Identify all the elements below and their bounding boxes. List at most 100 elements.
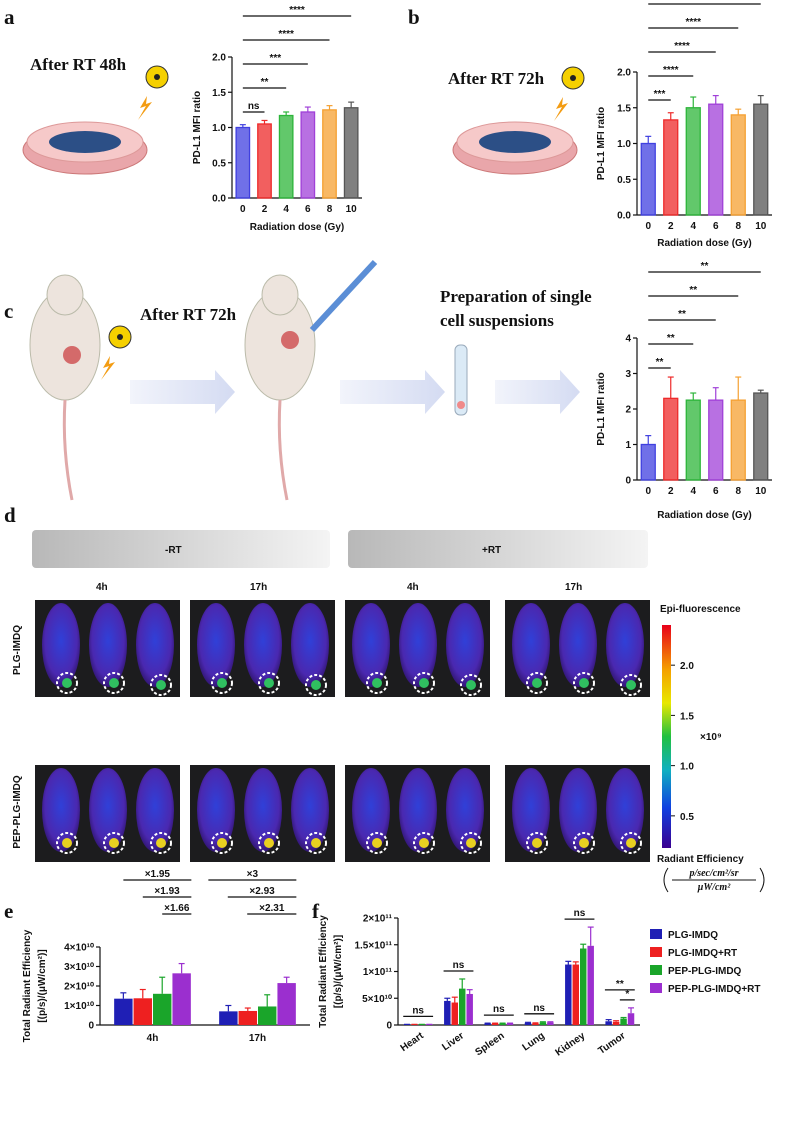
tumor-roi (526, 832, 548, 854)
tumor-hotspot (264, 838, 274, 848)
x-tick-label: Kidney (554, 1030, 588, 1058)
significance-label: ns (412, 1005, 424, 1016)
bar (484, 1023, 491, 1025)
colorbar-label: Radiant Efficiency (657, 854, 744, 865)
bar (278, 114, 294, 199)
x-tick-label: 0 (240, 204, 246, 215)
tumor-roi (573, 672, 595, 694)
significance-label: ×3 (247, 869, 259, 880)
tumor-roi (620, 674, 642, 696)
bar (587, 945, 594, 1025)
bar (627, 1013, 635, 1025)
x-tick-label: Liver (440, 1030, 466, 1053)
significance-label: ** (656, 357, 664, 368)
bar (235, 126, 251, 199)
tumor-hotspot (217, 678, 227, 688)
tumor-roi (103, 832, 125, 854)
bar (114, 998, 133, 1025)
mouse-signal (244, 768, 282, 852)
tumor-hotspot (156, 680, 166, 690)
x-tick-label: 4h (147, 1033, 159, 1044)
unit-numerator: p/sec/cm²/sr (688, 868, 738, 879)
tumor-hotspot (419, 838, 429, 848)
colorbar-multiplier: ×10⁹ (700, 732, 722, 743)
tumor-hotspot (466, 680, 476, 690)
tumor-roi (56, 672, 78, 694)
y-tick-label: 0.5 (212, 158, 226, 169)
y-tick-label: 0 (88, 1021, 94, 1032)
mouse-signal (559, 603, 597, 687)
bar (640, 142, 656, 216)
bar (257, 123, 272, 199)
significance-label: **** (663, 65, 679, 76)
mouse-signal (446, 768, 484, 852)
paren (663, 867, 669, 893)
mouse-signal (512, 768, 550, 852)
bar (444, 1000, 451, 1025)
tumor-roi (526, 672, 548, 694)
caption: cell suspensions (440, 311, 554, 330)
y-tick-label: 1×10¹¹ (363, 967, 393, 978)
colorbar (662, 625, 671, 848)
x-tick-label: 8 (735, 221, 741, 232)
y-tick-label: 1.0 (617, 139, 631, 150)
y-axis-title: PD-L1 MFI ratio (596, 372, 607, 445)
mouse-signal (42, 768, 80, 852)
bar (524, 1022, 532, 1025)
x-tick-label: 10 (755, 221, 767, 232)
legend-label: PLG-IMDQ+RT (668, 948, 737, 959)
tumor-hotspot (62, 678, 72, 688)
x-tick-label: Lung (521, 1030, 547, 1053)
bar (343, 107, 359, 199)
panel-label: e (4, 899, 13, 923)
caption: After RT 72h (140, 305, 237, 324)
y-axis-title: Total Radiant Efficiency (318, 915, 329, 1028)
mouse-signal (197, 768, 235, 852)
y-axis-title: PD-L1 MFI ratio (596, 107, 607, 180)
tumor-roi (460, 674, 482, 696)
time-label: 4h (407, 582, 419, 593)
significance-label: ×1.93 (154, 886, 180, 897)
significance-label: ** (667, 333, 675, 344)
tumor-hotspot (626, 680, 636, 690)
mouse-signal (244, 603, 282, 687)
legend-swatch (650, 965, 662, 975)
tumor-hotspot (109, 678, 119, 688)
tumor-roi (573, 832, 595, 854)
colorbar-tick-label: 0.5 (680, 812, 694, 823)
mouse-signal (291, 603, 329, 687)
tumor-hotspot (264, 678, 274, 688)
condition-header (348, 530, 648, 568)
tumor-hotspot (372, 838, 382, 848)
tumor-hotspot (532, 678, 542, 688)
y-tick-label: 0.0 (212, 194, 226, 205)
bar (663, 397, 679, 481)
unit-denominator: μW/cm² (697, 882, 731, 893)
mouse-signal (559, 768, 597, 852)
mouse-signal (42, 603, 80, 687)
significance-label: **** (278, 29, 294, 40)
tumor-hotspot (579, 838, 589, 848)
y-tick-label: 0.0 (617, 211, 631, 222)
x-tick-label: 0 (645, 221, 651, 232)
significance-label: *** (269, 53, 281, 64)
y-tick-label: 1.0 (212, 123, 226, 134)
time-label: 17h (250, 582, 267, 593)
bar (565, 964, 572, 1025)
y-tick-label: 5×10¹⁰ (362, 994, 392, 1005)
bar (491, 1023, 499, 1025)
panel-label: b (408, 5, 420, 29)
significance-label: ×1.95 (145, 869, 171, 880)
bar (605, 1021, 612, 1025)
mouse-signal (291, 768, 329, 852)
x-tick-label: 6 (713, 221, 719, 232)
mouse-signal (512, 603, 550, 687)
tumor-roi (103, 672, 125, 694)
tumor-roi (413, 832, 435, 854)
y-tick-label: 3 (625, 369, 631, 380)
y-axis-title: [(p/s)/(μW/cm²)] (37, 949, 48, 1022)
row-label: PEP-PLG-IMDQ (12, 775, 23, 849)
tumor-roi (56, 832, 78, 854)
